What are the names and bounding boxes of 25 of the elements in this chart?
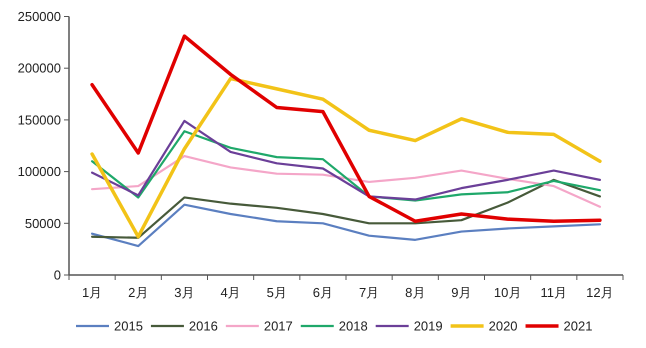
legend-label: 2016 xyxy=(188,318,218,334)
y-tick-label: 50000 xyxy=(24,216,61,231)
x-tick-label: 11月 xyxy=(540,285,567,300)
legend-label: 2019 xyxy=(414,318,443,334)
y-tick-label: 0 xyxy=(54,268,61,282)
x-tick-label: 4月 xyxy=(220,285,241,300)
y-tick-label: 150000 xyxy=(18,112,61,128)
legend-label: 2021 xyxy=(564,318,592,334)
x-tick-label: 1月 xyxy=(82,285,102,300)
x-tick-label: 8月 xyxy=(405,285,426,300)
x-tick-label: 6月 xyxy=(312,285,334,300)
y-tick-label: 100000 xyxy=(18,164,61,180)
legend-label: 2020 xyxy=(488,318,518,334)
x-tick-label: 10月 xyxy=(494,285,522,300)
x-tick-label: 2月 xyxy=(128,285,148,300)
y-tick-label: 200000 xyxy=(18,60,61,76)
legend-label: 2018 xyxy=(338,318,368,334)
y-tick-label: 250000 xyxy=(18,9,61,24)
x-tick-label: 7月 xyxy=(358,285,380,300)
legend-label: 2017 xyxy=(264,318,293,334)
x-tick-label: 5月 xyxy=(266,285,287,300)
x-tick-label: 9月 xyxy=(451,285,472,300)
x-tick-label: 12月 xyxy=(586,285,614,300)
legend-label: 2015 xyxy=(114,318,143,334)
x-tick-label: 3月 xyxy=(174,285,195,300)
